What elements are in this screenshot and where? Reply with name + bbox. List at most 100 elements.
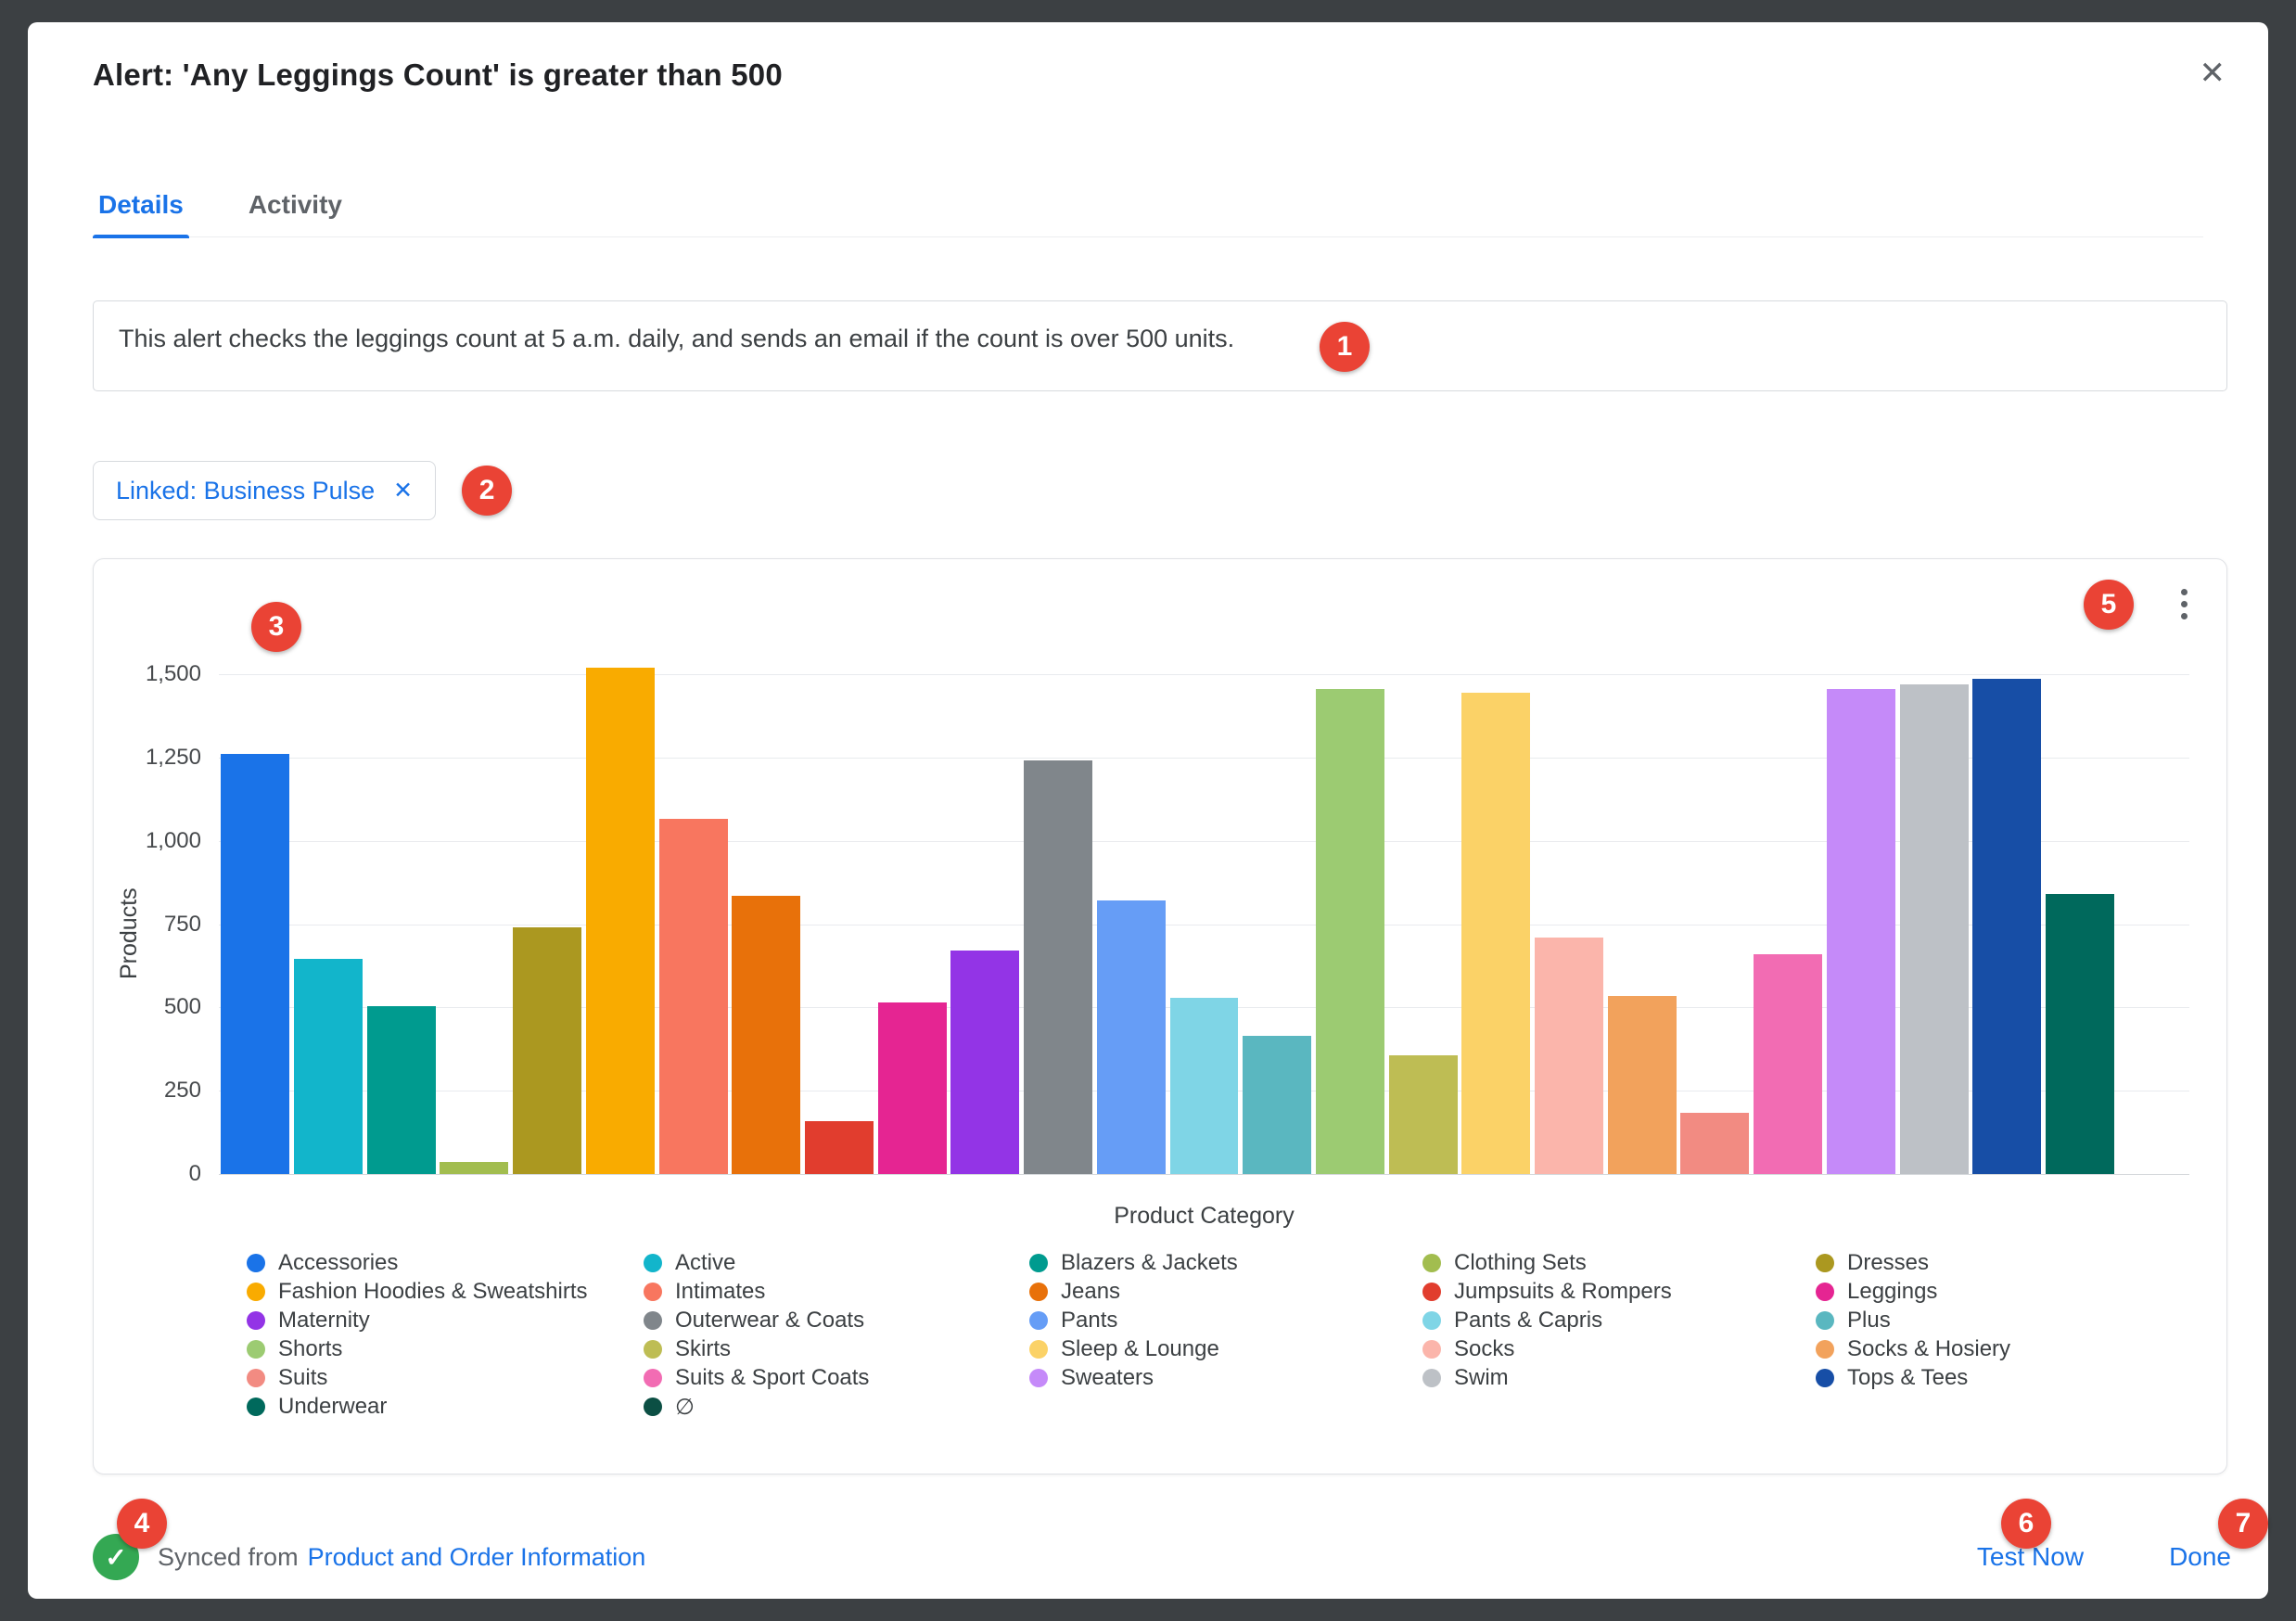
bar-maternity — [950, 951, 1020, 1174]
legend-label: ∅ — [675, 1394, 695, 1420]
legend-item: Jeans — [1029, 1279, 1422, 1304]
bar-leggings — [877, 1002, 947, 1174]
legend-label: Intimates — [675, 1279, 766, 1304]
bar-dresses — [513, 927, 582, 1174]
linked-chip-label: Linked: Business Pulse — [116, 476, 376, 504]
legend-item: Active — [644, 1250, 1029, 1275]
legend-label: Shorts — [278, 1336, 343, 1361]
legend-swatch-icon — [247, 1398, 265, 1416]
legend-item: Outerwear & Coats — [644, 1308, 1029, 1333]
legend-swatch-icon — [1029, 1369, 1048, 1387]
linked-dashboard-chip[interactable]: Linked: Business Pulse ✕ — [93, 461, 437, 520]
close-icon[interactable]: ✕ — [2199, 56, 2226, 91]
chip-remove-icon[interactable]: ✕ — [393, 477, 414, 504]
y-tick-label: 250 — [163, 1078, 201, 1104]
legend-label: Clothing Sets — [1454, 1250, 1587, 1275]
legend-item: Shorts — [247, 1336, 644, 1361]
legend-label: Pants & Capris — [1454, 1308, 1603, 1333]
legend-swatch-icon — [247, 1369, 265, 1387]
bar-chart-plot — [219, 668, 2189, 1175]
legend-swatch-icon — [247, 1283, 265, 1301]
annotation-badge-2: 2 — [462, 466, 513, 516]
bar-jeans — [732, 896, 801, 1174]
legend-label: Tops & Tees — [1847, 1365, 1969, 1390]
bar-slot — [1752, 674, 1825, 1174]
bar-shorts — [1315, 689, 1384, 1174]
annotation-badge-5: 5 — [2084, 580, 2134, 630]
bar-slot — [1460, 674, 1533, 1174]
legend-swatch-icon — [1816, 1340, 1834, 1359]
legend-label: Active — [675, 1250, 736, 1275]
bar-swim — [1899, 684, 1969, 1174]
bar-slot — [1241, 674, 1314, 1174]
bar-slot — [1533, 674, 1606, 1174]
legend-label: Accessories — [278, 1250, 399, 1275]
alert-description-field[interactable]: This alert checks the leggings count at … — [93, 300, 2227, 391]
annotation-badge-1: 1 — [1320, 322, 1370, 372]
bar-socks — [1535, 938, 1603, 1174]
bar-skirts — [1388, 1055, 1458, 1174]
legend-swatch-icon — [1422, 1369, 1441, 1387]
legend-label: Underwear — [278, 1394, 388, 1419]
legend-swatch-icon — [1029, 1340, 1048, 1359]
done-button[interactable]: Done — [2169, 1542, 2231, 1571]
gridline — [219, 840, 2189, 842]
legend-label: Maternity — [278, 1308, 370, 1333]
bar-underwear — [2045, 894, 2114, 1174]
annotation-badge-6: 6 — [2001, 1499, 2051, 1549]
bar-slot — [1094, 674, 1167, 1174]
bar-slot — [1678, 674, 1752, 1174]
y-tick-label: 0 — [188, 1161, 201, 1186]
legend-item: Underwear — [247, 1394, 644, 1419]
legend-item: Clothing Sets — [1422, 1250, 1816, 1275]
legend-swatch-icon — [644, 1369, 662, 1387]
legend-item: Leggings — [1816, 1279, 2189, 1304]
legend-item: Socks — [1422, 1336, 1816, 1361]
bar-slot — [364, 674, 438, 1174]
bar-blazers-jackets — [366, 1006, 436, 1174]
data-source-link[interactable]: Product and Order Information — [307, 1542, 646, 1571]
legend-item: Sweaters — [1029, 1365, 1422, 1390]
chart-menu-icon[interactable] — [2165, 581, 2202, 626]
annotation-badge-4: 4 — [117, 1499, 167, 1549]
linked-chip-row: Linked: Business Pulse ✕ 2 — [93, 460, 513, 521]
annotation-badge-3: 3 — [251, 602, 301, 652]
bar-slot — [875, 674, 949, 1174]
legend-item: Intimates — [644, 1279, 1029, 1304]
gridline — [219, 1174, 2189, 1175]
bar-intimates — [658, 819, 728, 1174]
y-tick-label: 750 — [163, 911, 201, 937]
legend-swatch-icon — [1816, 1254, 1834, 1272]
bar-plus — [1243, 1036, 1312, 1174]
legend-swatch-icon — [644, 1340, 662, 1359]
y-tick-label: 1,250 — [145, 744, 201, 770]
bar-slot — [219, 674, 292, 1174]
tab-activity[interactable]: Activity — [248, 190, 342, 219]
legend-swatch-icon — [644, 1283, 662, 1301]
legend-item: Fashion Hoodies & Sweatshirts — [247, 1279, 644, 1304]
bar-active — [294, 959, 364, 1174]
alert-dialog: Alert: 'Any Leggings Count' is greater t… — [28, 22, 2268, 1599]
tab-details[interactable]: Details — [93, 190, 189, 238]
footer-actions: Test Now Done — [1977, 1542, 2231, 1572]
annotation-badge-7: 7 — [2218, 1499, 2268, 1549]
legend-item: Blazers & Jackets — [1029, 1250, 1422, 1275]
legend-item: Suits & Sport Coats — [644, 1365, 1029, 1390]
bar-slot — [438, 674, 511, 1174]
gridline — [219, 757, 2189, 759]
bar-slot — [1605, 674, 1678, 1174]
dialog-footer: 4 6 7 ✓ Synced from Product and Order In… — [28, 1474, 2268, 1599]
legend-swatch-icon — [1816, 1311, 1834, 1330]
legend-swatch-icon — [1422, 1311, 1441, 1330]
legend-label: Socks & Hosiery — [1847, 1336, 2011, 1361]
bar-sleep-lounge — [1461, 693, 1531, 1174]
legend-swatch-icon — [247, 1340, 265, 1359]
bar-slot — [949, 674, 1022, 1174]
bar-socks-hosiery — [1607, 996, 1677, 1174]
dialog-title: Alert: 'Any Leggings Count' is greater t… — [93, 57, 783, 92]
bar-pants-capris — [1169, 998, 1239, 1174]
bar-slot — [803, 674, 876, 1174]
legend-item: Accessories — [247, 1250, 644, 1275]
legend-swatch-icon — [1029, 1283, 1048, 1301]
